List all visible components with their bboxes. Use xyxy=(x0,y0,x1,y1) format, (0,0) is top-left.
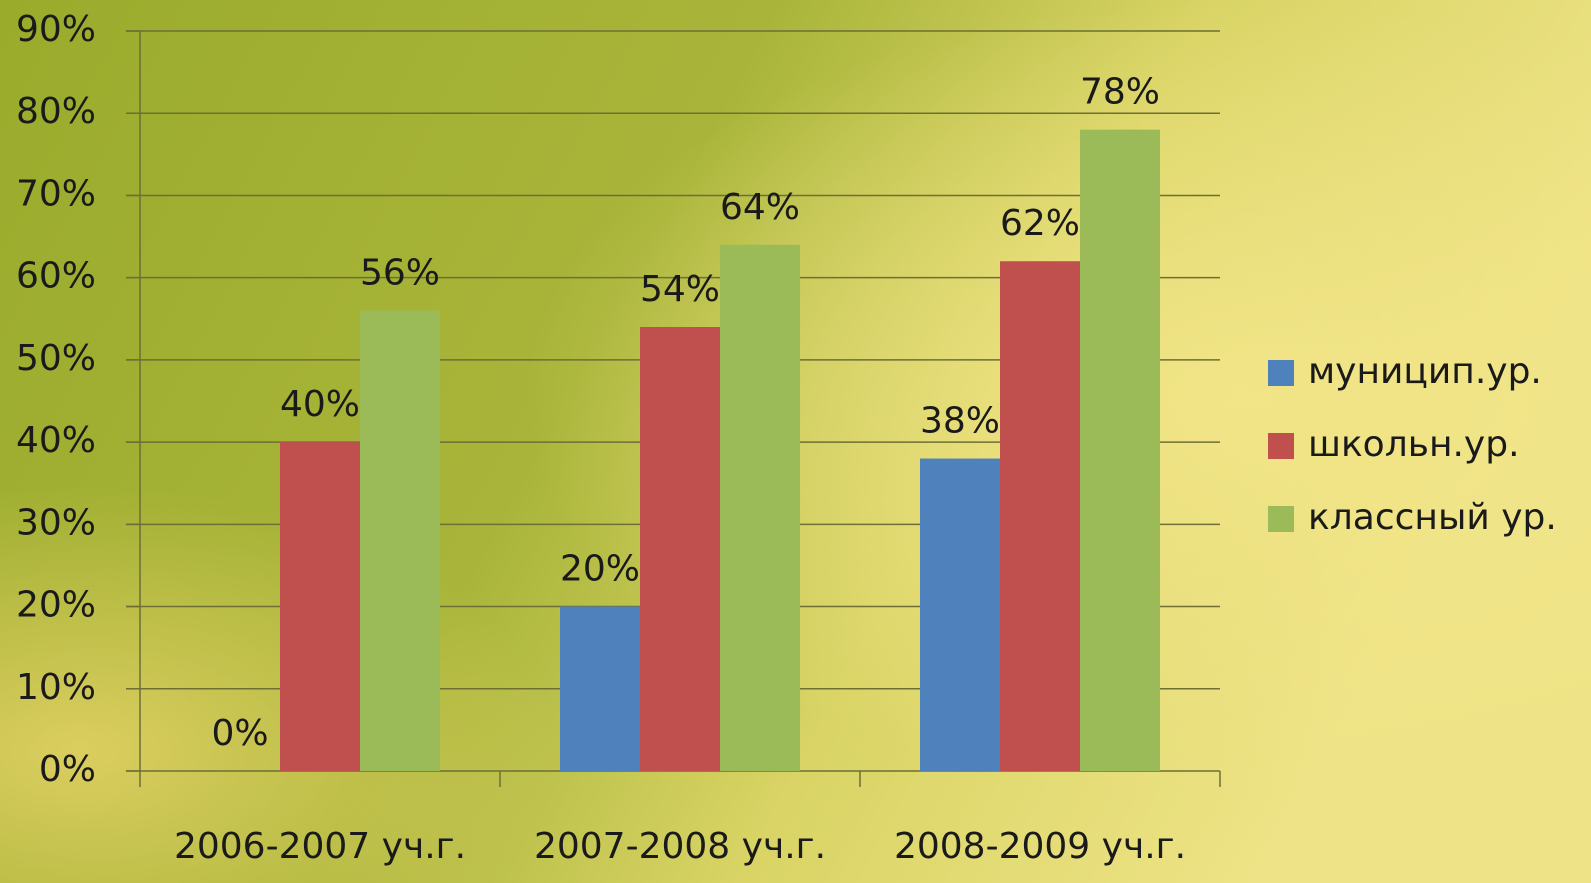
y-tick-label: 80% xyxy=(16,91,96,132)
bar xyxy=(920,459,1000,771)
y-tick-label: 70% xyxy=(16,173,96,214)
value-label: 64% xyxy=(720,187,800,228)
y-tick-label: 20% xyxy=(16,585,96,626)
x-tick-label: 2007-2008 уч.г. xyxy=(534,826,826,867)
value-label: 62% xyxy=(1000,203,1080,244)
legend-swatch xyxy=(1268,506,1294,532)
page: {"chart_data": {"type": "bar", "categori… xyxy=(0,0,1591,883)
y-tick-label: 50% xyxy=(16,338,96,379)
y-tick-label: 60% xyxy=(16,256,96,297)
value-label: 54% xyxy=(640,269,720,310)
value-label: 20% xyxy=(560,549,640,590)
value-label: 40% xyxy=(280,384,360,425)
x-tick-label: 2008-2009 уч.г. xyxy=(894,826,1186,867)
value-label: 0% xyxy=(211,713,268,754)
bar xyxy=(640,327,720,771)
legend-swatch xyxy=(1268,360,1294,386)
chart: 0% 10% 20% 30% 40% 50% 60% 70% 80% 90% 2006-2007 у… xyxy=(0,0,1591,883)
bar xyxy=(1000,261,1080,771)
y-tick-label: 90% xyxy=(16,9,96,50)
bar xyxy=(280,442,360,771)
x-tick-label: 2006-2007 уч.г. xyxy=(174,826,466,867)
value-label: 38% xyxy=(920,401,1000,442)
value-label: 56% xyxy=(360,253,440,294)
y-tick-label: 0% xyxy=(39,749,96,790)
legend-swatch xyxy=(1268,433,1294,459)
bar xyxy=(1080,130,1160,771)
legend-label: школьн.ур. xyxy=(1308,424,1520,465)
legend-label: классный ур. xyxy=(1308,497,1557,538)
legend-label: муницип.ур. xyxy=(1308,351,1542,392)
bar xyxy=(720,245,800,771)
bar xyxy=(560,607,640,771)
value-label: 78% xyxy=(1080,72,1160,113)
y-tick-label: 10% xyxy=(16,667,96,708)
bar xyxy=(360,311,440,771)
y-tick-label: 30% xyxy=(16,502,96,543)
y-tick-label: 40% xyxy=(16,420,96,461)
